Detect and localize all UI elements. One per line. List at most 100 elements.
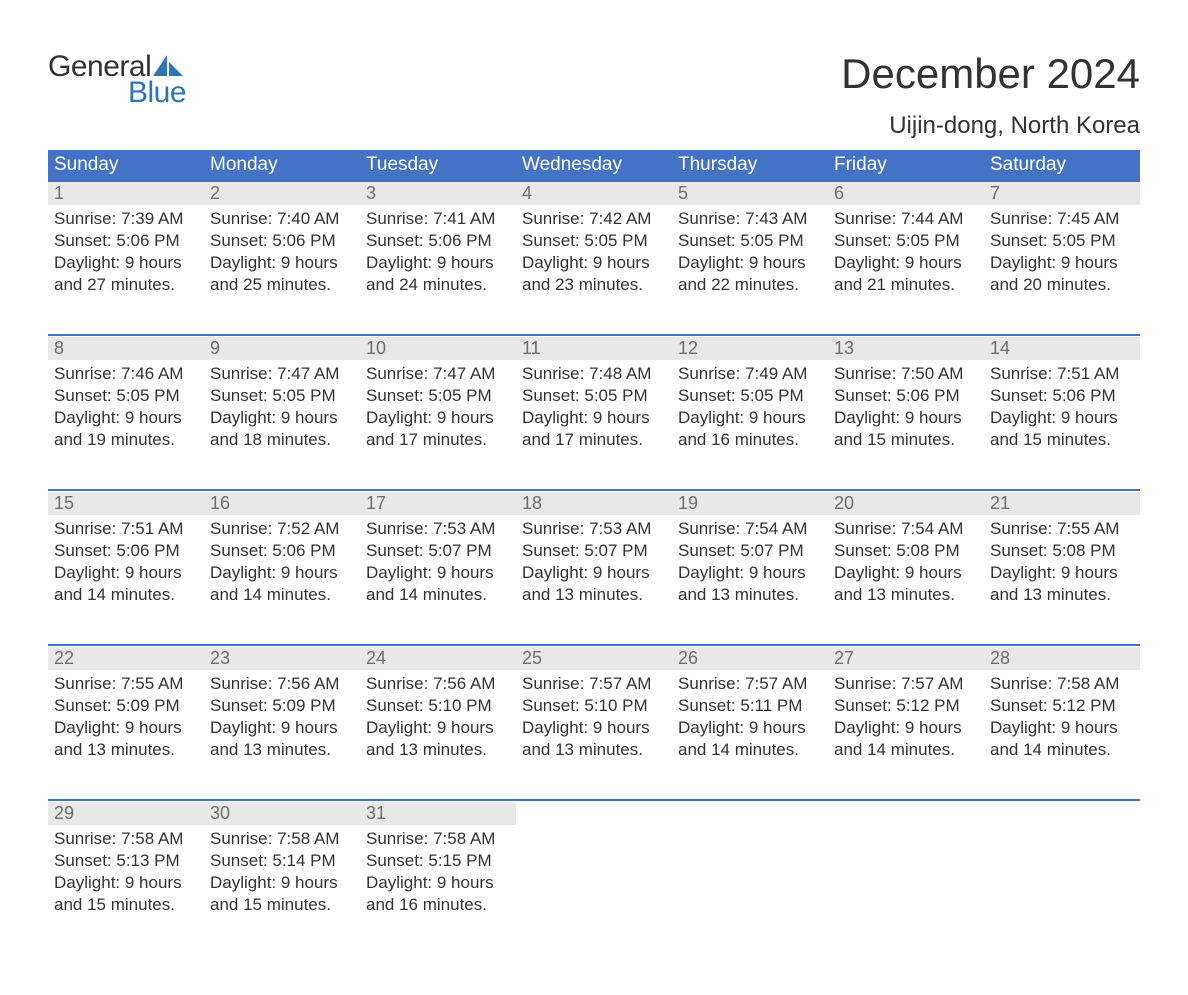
daylight-line-1: Daylight: 9 hours xyxy=(210,872,354,894)
sunset-line: Sunset: 5:10 PM xyxy=(366,695,510,717)
day-cell: Sunrise: 7:56 AMSunset: 5:09 PMDaylight:… xyxy=(204,670,360,800)
daylight-line-1: Daylight: 9 hours xyxy=(54,252,198,274)
sunrise-line: Sunrise: 7:47 AM xyxy=(366,363,510,385)
sunrise-line: Sunrise: 7:45 AM xyxy=(990,208,1134,230)
sunrise-line: Sunrise: 7:51 AM xyxy=(990,363,1134,385)
sunset-line: Sunset: 5:09 PM xyxy=(210,695,354,717)
day-cell: Sunrise: 7:53 AMSunset: 5:07 PMDaylight:… xyxy=(360,515,516,645)
page: General Blue December 2024 Uijin-dong, N… xyxy=(0,0,1188,995)
day-number-cell: 27 xyxy=(828,647,984,670)
sunset-line: Sunset: 5:06 PM xyxy=(210,540,354,562)
daylight-line-2: and 14 minutes. xyxy=(54,584,198,606)
daylight-line-2: and 13 minutes. xyxy=(522,739,666,761)
weekday-header: Tuesday xyxy=(360,150,516,182)
calendar-header: Sunday Monday Tuesday Wednesday Thursday… xyxy=(48,150,1140,182)
sunset-line: Sunset: 5:08 PM xyxy=(990,540,1134,562)
sunset-line: Sunset: 5:05 PM xyxy=(990,230,1134,252)
daylight-line-2: and 16 minutes. xyxy=(366,894,510,916)
day-number-cell: 20 xyxy=(828,492,984,515)
daylight-line-1: Daylight: 9 hours xyxy=(678,717,822,739)
page-title: December 2024 xyxy=(841,50,1140,98)
sunrise-line: Sunrise: 7:39 AM xyxy=(54,208,198,230)
sunset-line: Sunset: 5:05 PM xyxy=(522,230,666,252)
sunrise-line: Sunrise: 7:52 AM xyxy=(210,518,354,540)
daylight-line-1: Daylight: 9 hours xyxy=(210,407,354,429)
daylight-line-2: and 15 minutes. xyxy=(990,429,1134,451)
day-number-cell: 12 xyxy=(672,337,828,360)
title-block: December 2024 Uijin-dong, North Korea xyxy=(841,50,1140,140)
sunrise-line: Sunrise: 7:41 AM xyxy=(366,208,510,230)
daylight-line-1: Daylight: 9 hours xyxy=(990,407,1134,429)
day-cell: Sunrise: 7:39 AMSunset: 5:06 PMDaylight:… xyxy=(48,205,204,335)
daylight-line-1: Daylight: 9 hours xyxy=(210,252,354,274)
day-cell: Sunrise: 7:58 AMSunset: 5:14 PMDaylight:… xyxy=(204,825,360,955)
daylight-line-2: and 13 minutes. xyxy=(522,584,666,606)
daylight-line-1: Daylight: 9 hours xyxy=(54,562,198,584)
sunrise-line: Sunrise: 7:49 AM xyxy=(678,363,822,385)
day-details: Sunrise: 7:54 AMSunset: 5:07 PMDaylight:… xyxy=(672,515,828,614)
day-cell: Sunrise: 7:57 AMSunset: 5:10 PMDaylight:… xyxy=(516,670,672,800)
sunset-line: Sunset: 5:05 PM xyxy=(210,385,354,407)
daylight-line-2: and 17 minutes. xyxy=(522,429,666,451)
daylight-line-2: and 19 minutes. xyxy=(54,429,198,451)
day-details: Sunrise: 7:58 AMSunset: 5:14 PMDaylight:… xyxy=(204,825,360,924)
day-number-cell: 22 xyxy=(48,647,204,670)
day-cell: Sunrise: 7:57 AMSunset: 5:12 PMDaylight:… xyxy=(828,670,984,800)
sunrise-line: Sunrise: 7:44 AM xyxy=(834,208,978,230)
daylight-line-1: Daylight: 9 hours xyxy=(834,717,978,739)
day-details: Sunrise: 7:57 AMSunset: 5:12 PMDaylight:… xyxy=(828,670,984,769)
day-number-cell: 8 xyxy=(48,337,204,360)
day-number-cell: 10 xyxy=(360,337,516,360)
day-details: Sunrise: 7:58 AMSunset: 5:15 PMDaylight:… xyxy=(360,825,516,924)
day-number-cell: 14 xyxy=(984,337,1140,360)
sunrise-line: Sunrise: 7:56 AM xyxy=(366,673,510,695)
day-cell: Sunrise: 7:55 AMSunset: 5:09 PMDaylight:… xyxy=(48,670,204,800)
day-details: Sunrise: 7:53 AMSunset: 5:07 PMDaylight:… xyxy=(360,515,516,614)
day-number-cell: 15 xyxy=(48,492,204,515)
sunset-line: Sunset: 5:06 PM xyxy=(366,230,510,252)
daylight-line-2: and 13 minutes. xyxy=(990,584,1134,606)
daylight-line-2: and 20 minutes. xyxy=(990,274,1134,296)
day-cell: Sunrise: 7:54 AMSunset: 5:08 PMDaylight:… xyxy=(828,515,984,645)
sunset-line: Sunset: 5:11 PM xyxy=(678,695,822,717)
daylight-line-2: and 16 minutes. xyxy=(678,429,822,451)
daylight-line-1: Daylight: 9 hours xyxy=(54,407,198,429)
daylight-line-2: and 13 minutes. xyxy=(366,739,510,761)
day-cell xyxy=(672,825,828,955)
sunset-line: Sunset: 5:12 PM xyxy=(834,695,978,717)
day-number-cell: 21 xyxy=(984,492,1140,515)
weekday-header: Thursday xyxy=(672,150,828,182)
sunrise-line: Sunrise: 7:57 AM xyxy=(678,673,822,695)
daylight-line-2: and 14 minutes. xyxy=(210,584,354,606)
day-details: Sunrise: 7:58 AMSunset: 5:13 PMDaylight:… xyxy=(48,825,204,924)
day-details: Sunrise: 7:41 AMSunset: 5:06 PMDaylight:… xyxy=(360,205,516,304)
sunset-line: Sunset: 5:05 PM xyxy=(54,385,198,407)
daylight-line-1: Daylight: 9 hours xyxy=(522,252,666,274)
sunrise-line: Sunrise: 7:58 AM xyxy=(366,828,510,850)
daylight-line-2: and 14 minutes. xyxy=(366,584,510,606)
daylight-line-1: Daylight: 9 hours xyxy=(366,407,510,429)
sunset-line: Sunset: 5:05 PM xyxy=(522,385,666,407)
day-number-cell: 3 xyxy=(360,182,516,205)
daylight-line-2: and 14 minutes. xyxy=(678,739,822,761)
calendar-body: 1234567Sunrise: 7:39 AMSunset: 5:06 PMDa… xyxy=(48,182,1140,955)
day-number-cell: 18 xyxy=(516,492,672,515)
day-cell: Sunrise: 7:52 AMSunset: 5:06 PMDaylight:… xyxy=(204,515,360,645)
day-number-cell: 2 xyxy=(204,182,360,205)
day-cell: Sunrise: 7:48 AMSunset: 5:05 PMDaylight:… xyxy=(516,360,672,490)
logo-text-blue: Blue xyxy=(48,76,186,110)
day-details: Sunrise: 7:39 AMSunset: 5:06 PMDaylight:… xyxy=(48,205,204,304)
sunset-line: Sunset: 5:07 PM xyxy=(678,540,822,562)
day-details: Sunrise: 7:47 AMSunset: 5:05 PMDaylight:… xyxy=(204,360,360,459)
daylight-line-1: Daylight: 9 hours xyxy=(678,252,822,274)
sunrise-line: Sunrise: 7:48 AM xyxy=(522,363,666,385)
calendar-table: Sunday Monday Tuesday Wednesday Thursday… xyxy=(48,150,1140,955)
day-number-cell xyxy=(672,802,828,825)
sunrise-line: Sunrise: 7:51 AM xyxy=(54,518,198,540)
sunset-line: Sunset: 5:06 PM xyxy=(210,230,354,252)
daylight-line-1: Daylight: 9 hours xyxy=(210,717,354,739)
day-number-cell: 1 xyxy=(48,182,204,205)
sunrise-line: Sunrise: 7:58 AM xyxy=(990,673,1134,695)
day-cell: Sunrise: 7:44 AMSunset: 5:05 PMDaylight:… xyxy=(828,205,984,335)
day-number-cell: 6 xyxy=(828,182,984,205)
